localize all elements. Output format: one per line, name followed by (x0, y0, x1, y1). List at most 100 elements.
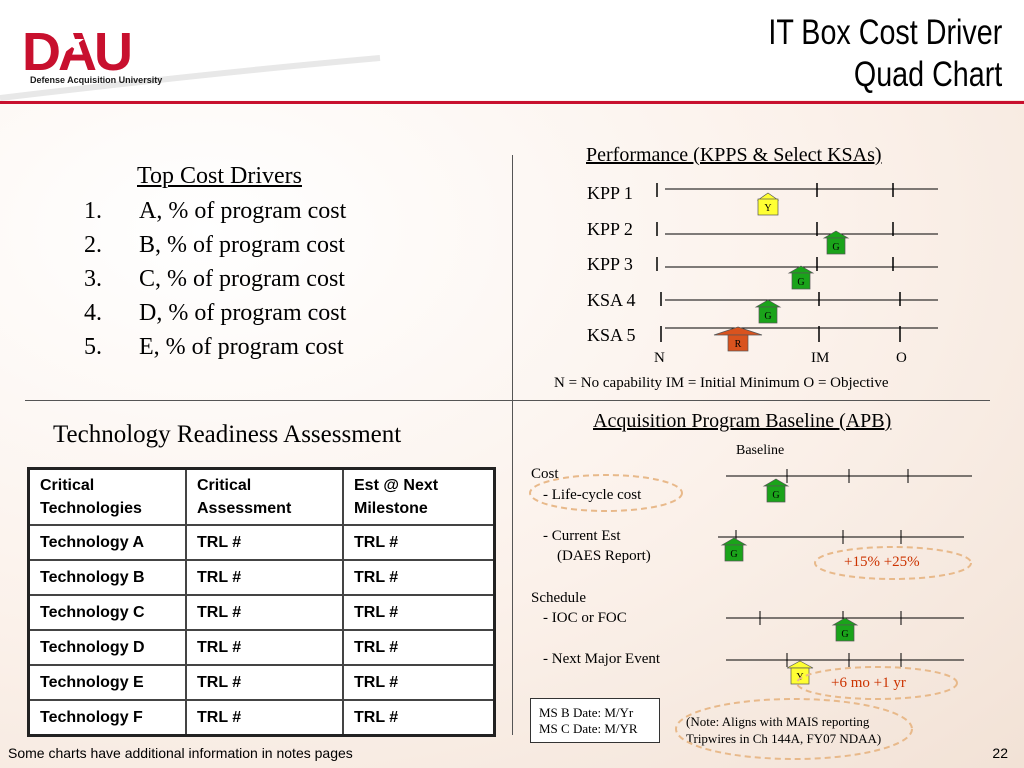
ksa-5-marker: R (713, 326, 763, 352)
scale-label-o: O (896, 350, 907, 366)
list-text: D, % of program cost (139, 300, 347, 326)
kpp-1-scale (656, 183, 938, 197)
note-highlight (675, 698, 913, 760)
table-row: Technology D TRL # TRL # (27, 629, 496, 666)
kpp-3-marker: G (787, 265, 815, 290)
table-header-row: Critical Technologies Critical Assessmen… (27, 467, 496, 526)
daes-label: (DAES Report) (557, 548, 651, 564)
schedule-thresholds: +6 mo +1 yr (831, 675, 906, 691)
list-number: 1. (84, 198, 102, 224)
performance-legend: N = No capability IM = Initial Minimum O… (554, 375, 889, 391)
ksa-5-scale (660, 326, 938, 342)
ksa-4-scale (660, 292, 938, 306)
list-item: 5. E, % of program cost (84, 334, 346, 368)
ksa-4-marker: G (754, 299, 782, 324)
milestone-dates-box: MS B Date: M/Yr MS C Date: M/YR (530, 698, 660, 743)
svg-text:DAU: DAU (22, 22, 130, 77)
current-est-label: - Current Est (543, 528, 621, 544)
cost-drivers-list: 1. A, % of program cost 2. B, % of program… (84, 198, 346, 368)
list-text: C, % of program cost (139, 266, 345, 292)
kpp-label: KPP 3 (587, 254, 633, 274)
ms-c-date: MS C Date: M/YR (539, 721, 638, 736)
logo-subtitle: Defense Acquisition University (30, 75, 163, 85)
note-line-1: (Note: Aligns with MAIS reporting (686, 714, 870, 729)
column-header: Est @ Next Milestone (342, 467, 496, 526)
tra-table: Critical Technologies Critical Assessmen… (27, 467, 496, 737)
schedule-label: Schedule (531, 590, 586, 606)
kpp-2-marker: G (822, 230, 850, 255)
table-row: Technology B TRL # TRL # (27, 559, 496, 596)
marker-status: G (797, 277, 804, 288)
kpp-2-scale (656, 222, 938, 236)
dau-logo-mark: DAU (22, 22, 133, 82)
list-number: 5. (84, 334, 102, 360)
list-text: E, % of program cost (139, 334, 344, 360)
table-cell: TRL # (342, 664, 496, 701)
table-cell: Technology A (27, 524, 187, 561)
quadrant-divider-vertical (512, 155, 513, 735)
tra-title: Technology Readiness Assessment (53, 421, 402, 448)
ksa-label: KSA 4 (587, 290, 636, 310)
schedule-threshold-highlight (796, 666, 958, 700)
marker-status: G (832, 242, 839, 253)
footer-note: Some charts have additional information … (8, 745, 353, 761)
marker-status: Y (764, 203, 771, 214)
cost-thresholds: +15% +25% (844, 554, 920, 570)
table-cell: TRL # (185, 594, 344, 631)
table-cell: TRL # (185, 699, 344, 737)
table-cell: TRL # (342, 699, 496, 737)
header-swoosh (0, 0, 381, 101)
list-number: 2. (84, 232, 102, 258)
list-item: 1. A, % of program cost (84, 198, 346, 232)
page-number: 22 (992, 745, 1008, 761)
table-cell: TRL # (342, 629, 496, 666)
lifecycle-scale (726, 469, 972, 483)
apb-title: Acquisition Program Baseline (APB) (593, 410, 892, 432)
dau-logo: DAU (22, 22, 152, 82)
ms-b-date: MS B Date: M/Yr (539, 705, 634, 720)
apb-baseline-label: Baseline (736, 443, 785, 458)
kpp-1-marker: Y (756, 192, 780, 216)
marker-status: G (772, 490, 779, 501)
marker-status: G (730, 549, 737, 560)
performance-title: Performance (KPPS & Select KSAs) (586, 144, 882, 166)
table-cell: TRL # (342, 594, 496, 631)
quadrant-divider-horizontal (25, 400, 990, 401)
slide-title: IT Box Cost Driver Quad Chart (768, 12, 1002, 96)
title-line-1: IT Box Cost Driver (768, 13, 1002, 52)
kpp-label: KPP 2 (587, 219, 633, 239)
current-est-marker: G (720, 537, 748, 562)
lifecycle-highlight (529, 474, 683, 512)
table-cell: TRL # (342, 559, 496, 596)
scale-label-im: IM (811, 350, 830, 366)
list-item: 2. B, % of program cost (84, 232, 346, 266)
list-text: B, % of program cost (139, 232, 345, 258)
table-cell: TRL # (185, 664, 344, 701)
list-number: 4. (84, 300, 102, 326)
table-row: Technology E TRL # TRL # (27, 664, 496, 701)
table-cell: Technology C (27, 594, 187, 631)
table-cell: Technology F (27, 699, 187, 737)
title-line-2: Quad Chart (853, 55, 1002, 94)
ioc-marker: G (831, 617, 859, 642)
marker-status: G (764, 311, 771, 322)
lifecycle-marker: G (762, 478, 790, 503)
table-cell: TRL # (342, 524, 496, 561)
table-cell: TRL # (185, 629, 344, 666)
lifecycle-label: - Life-cycle cost (543, 487, 642, 503)
header-rule (0, 101, 1024, 104)
list-text: A, % of program cost (139, 198, 347, 224)
kpp-label: KPP 1 (587, 183, 633, 203)
list-item: 3. C, % of program cost (84, 266, 346, 300)
table-row: Technology C TRL # TRL # (27, 594, 496, 631)
cost-drivers-title: Top Cost Drivers (137, 163, 302, 189)
current-est-scale (718, 530, 964, 544)
column-header: Critical Technologies (27, 467, 187, 526)
ksa-label: KSA 5 (587, 325, 636, 345)
next-event-marker: Y (786, 660, 814, 685)
marker-status: R (735, 339, 742, 350)
column-header: Critical Assessment (185, 467, 344, 526)
table-row: Technology F TRL # TRL # (27, 699, 496, 737)
cost-threshold-highlight (814, 546, 972, 580)
